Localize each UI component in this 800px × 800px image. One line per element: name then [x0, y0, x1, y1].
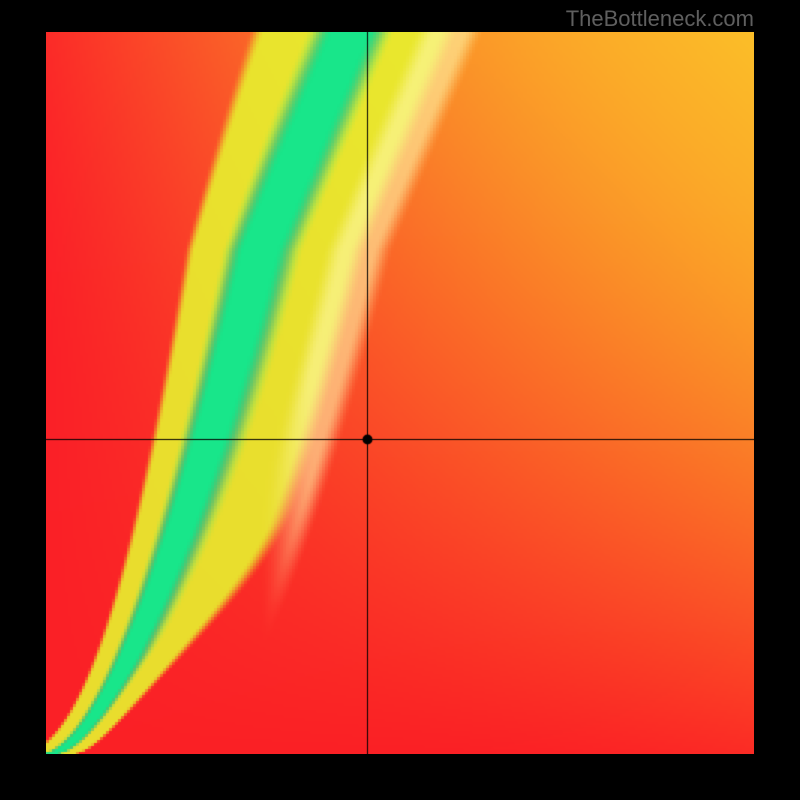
- watermark-text: TheBottleneck.com: [566, 6, 754, 32]
- chart-stage: TheBottleneck.com: [0, 0, 800, 800]
- bottleneck-heatmap-canvas: [46, 32, 754, 754]
